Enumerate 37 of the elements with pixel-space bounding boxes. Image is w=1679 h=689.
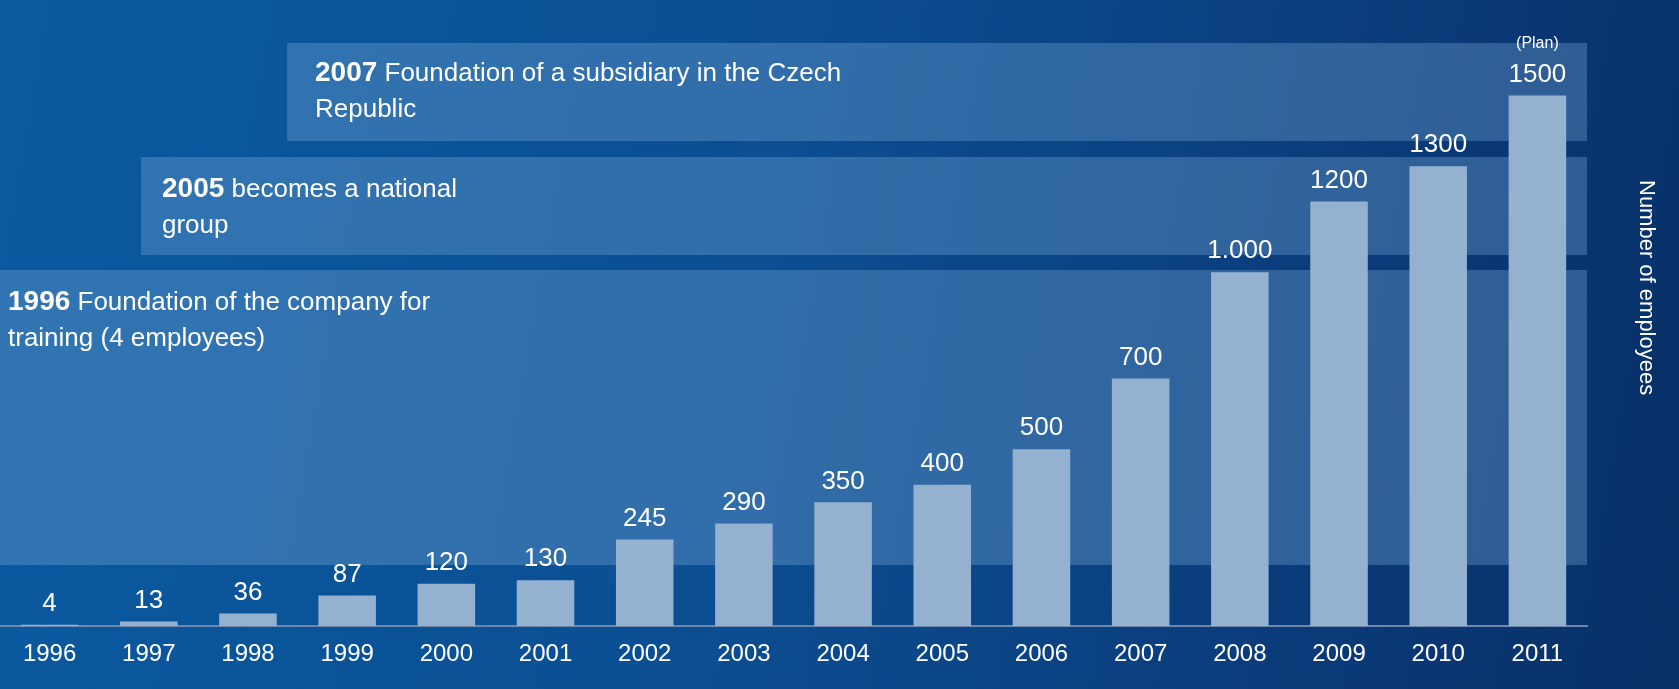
data-label: 350 [821, 464, 865, 495]
data-label: 290 [722, 485, 766, 516]
x-tick-label: 1999 [320, 639, 374, 667]
x-tick-label: 1998 [221, 639, 275, 667]
x-tick-label: 1996 [22, 639, 77, 667]
x-tick-label: 2006 [1014, 639, 1069, 667]
data-label: 1500 [1508, 57, 1567, 88]
x-tick-label: 2002 [618, 639, 672, 667]
data-label: 1.000 [1207, 234, 1273, 265]
x-tick-label: 2000 [419, 639, 474, 667]
x-tick-label: 2007 [1113, 639, 1168, 667]
data-label: 700 [1118, 340, 1163, 371]
x-tick-label: 2009 [1312, 639, 1366, 667]
x-tick-label: 2008 [1213, 639, 1267, 667]
annotation: 1996 Foundation of the company for training (4 employees) [8, 284, 432, 354]
x-tick-label: 2005 [915, 639, 969, 667]
annotation: 2007 Foundation of a subsidiary in the Czech Republic [315, 55, 843, 125]
y-axis-title: Number of employees [1634, 180, 1660, 396]
annotation: (Plan) [1516, 33, 1559, 51]
data-label: 120 [424, 545, 469, 576]
x-tick-label: 2004 [816, 639, 870, 667]
data-label: 500 [1019, 411, 1064, 442]
data-label: 87 [332, 557, 362, 588]
data-label: 4 [42, 586, 57, 617]
x-tick-label: 2011 [1511, 639, 1564, 667]
data-label: 130 [523, 542, 568, 573]
data-label: 13 [134, 583, 164, 614]
annotation: 2005 becomes a national group [162, 171, 458, 241]
x-tick-label: 2010 [1411, 639, 1465, 667]
data-label: 400 [920, 446, 964, 477]
data-label: 245 [623, 501, 667, 532]
data-label: 1200 [1310, 163, 1368, 194]
data-label: 1300 [1409, 128, 1468, 159]
x-tick-label: 2001 [518, 639, 573, 667]
x-tick-label: 1997 [122, 639, 176, 667]
data-label: 36 [233, 575, 263, 606]
x-tick-label: 2003 [717, 639, 771, 667]
